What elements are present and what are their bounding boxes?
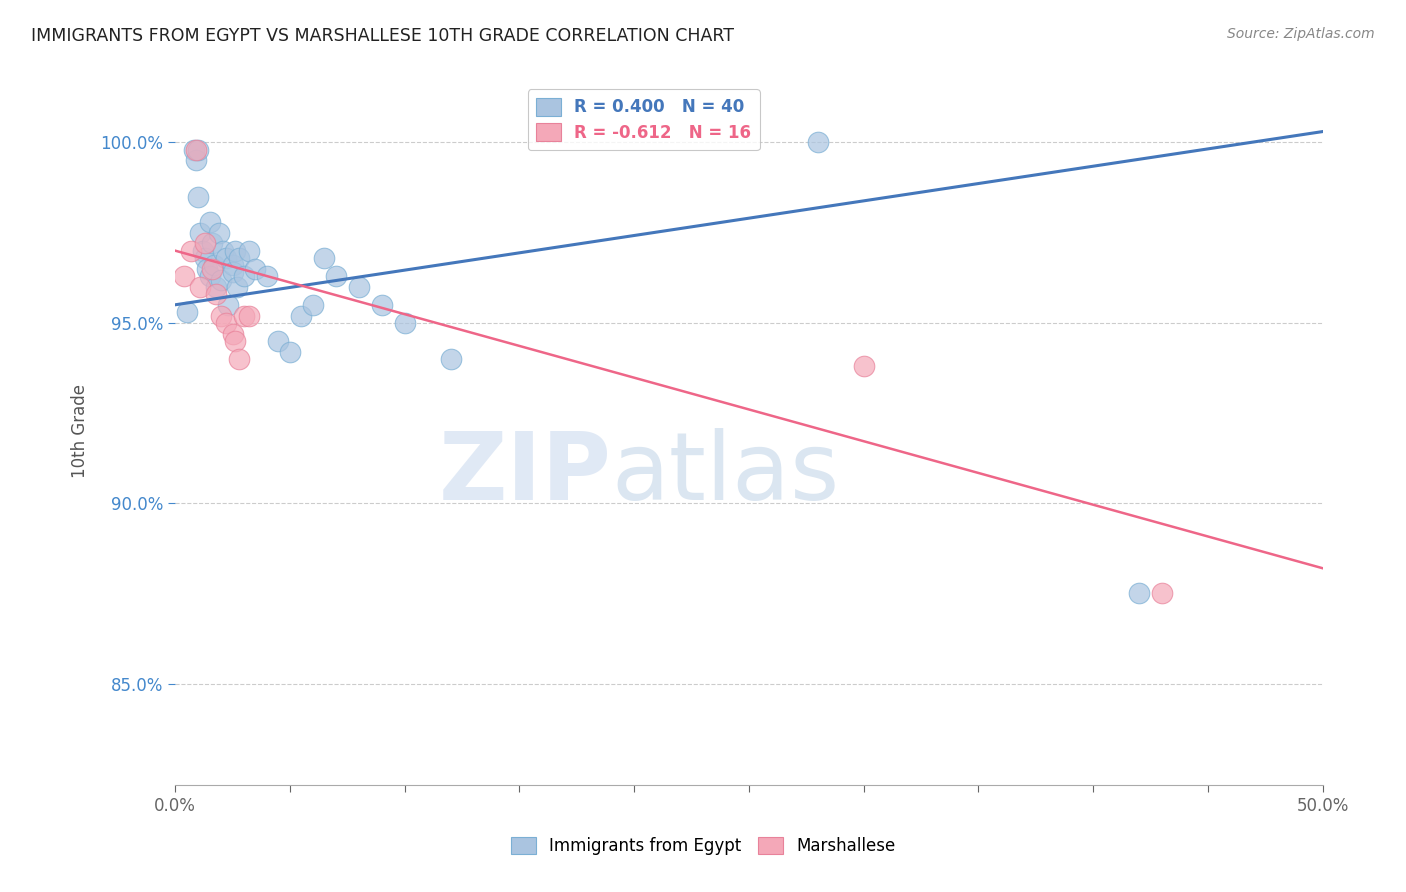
Point — [226, 279, 249, 293]
Point — [347, 279, 370, 293]
Point — [214, 251, 236, 265]
Point — [198, 268, 221, 283]
Point — [205, 287, 228, 301]
Point — [173, 268, 195, 283]
Point — [238, 244, 260, 258]
Point — [191, 244, 214, 258]
Point — [221, 326, 243, 341]
Point — [184, 153, 207, 168]
Point — [852, 359, 875, 373]
Point — [201, 236, 224, 251]
Point — [208, 226, 231, 240]
Point — [190, 226, 212, 240]
Point — [195, 261, 218, 276]
Point — [394, 316, 416, 330]
Legend: R = 0.400   N = 40, R = -0.612   N = 16: R = 0.400 N = 40, R = -0.612 N = 16 — [527, 89, 759, 150]
Text: IMMIGRANTS FROM EGYPT VS MARSHALLESE 10TH GRADE CORRELATION CHART: IMMIGRANTS FROM EGYPT VS MARSHALLESE 10T… — [31, 27, 734, 45]
Point — [209, 272, 232, 286]
Point — [176, 305, 198, 319]
Point — [439, 351, 461, 366]
Point — [233, 268, 256, 283]
Text: atlas: atlas — [612, 427, 839, 519]
Point — [228, 251, 250, 265]
Point — [221, 265, 243, 279]
Legend: Immigrants from Egypt, Marshallese: Immigrants from Egypt, Marshallese — [503, 830, 903, 862]
Point — [314, 251, 336, 265]
Point — [214, 316, 236, 330]
Point — [201, 261, 224, 276]
Point — [1128, 586, 1150, 600]
Point — [205, 279, 228, 293]
Point — [221, 258, 243, 272]
Point — [198, 215, 221, 229]
Point — [224, 244, 246, 258]
Point — [190, 279, 212, 293]
Point — [194, 251, 217, 265]
Text: Source: ZipAtlas.com: Source: ZipAtlas.com — [1227, 27, 1375, 41]
Point — [290, 309, 312, 323]
Y-axis label: 10th Grade: 10th Grade — [72, 384, 89, 478]
Point — [256, 268, 278, 283]
Point — [807, 136, 830, 150]
Point — [302, 298, 325, 312]
Point — [267, 334, 290, 348]
Point — [228, 351, 250, 366]
Point — [325, 268, 347, 283]
Point — [209, 309, 232, 323]
Point — [217, 298, 239, 312]
Point — [238, 309, 260, 323]
Point — [370, 298, 392, 312]
Point — [245, 261, 267, 276]
Point — [183, 143, 205, 157]
Point — [224, 334, 246, 348]
Point — [187, 143, 209, 157]
Point — [212, 244, 235, 258]
Point — [194, 236, 217, 251]
Text: ZIP: ZIP — [439, 427, 612, 519]
Point — [1150, 586, 1173, 600]
Point — [180, 244, 202, 258]
Point — [278, 344, 301, 359]
Point — [202, 258, 225, 272]
Point — [187, 189, 209, 203]
Point — [184, 143, 207, 157]
Point — [233, 309, 256, 323]
